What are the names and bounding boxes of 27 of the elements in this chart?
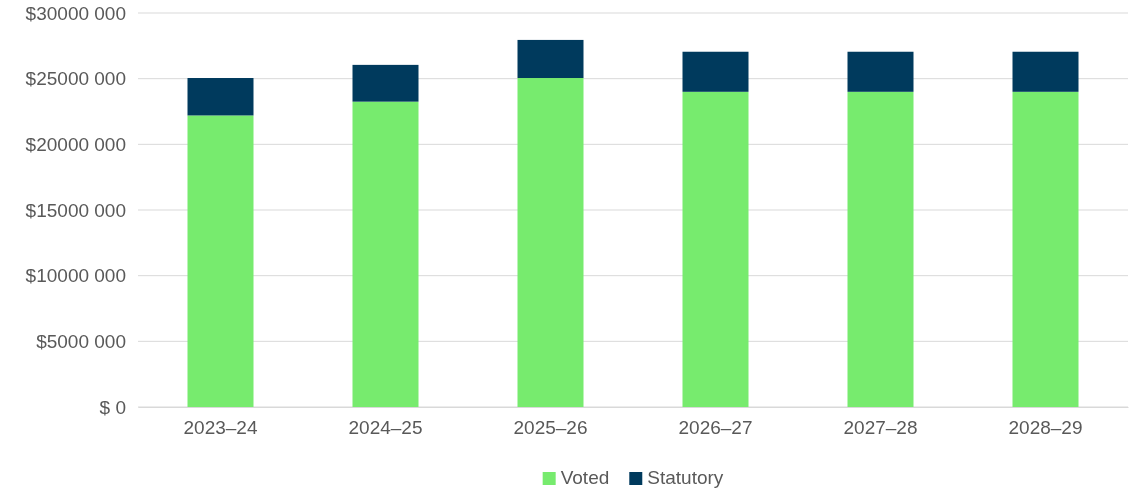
y-tick-label: $15000 000 [25,199,126,221]
bar [517,39,584,79]
legend-label: Voted [560,467,610,488]
bar [517,78,584,407]
legend-label: Statutory [647,467,724,488]
x-tick-label: 2025–26 [513,417,588,439]
bar [1012,91,1079,407]
y-tick-label: $5000 000 [36,330,126,352]
x-tick-label: 2027–28 [843,417,918,439]
bar [187,78,254,116]
y-tick-label: $30000 000 [25,2,126,24]
x-tick-label: 2026–27 [678,417,753,439]
x-tick-label: 2028–29 [1008,417,1083,439]
bar [352,64,419,102]
x-tick-label: 2023–24 [183,417,258,439]
bar [1012,51,1079,92]
y-tick-label: $ 0 [99,396,126,418]
y-tick-label: $20000 000 [25,133,126,155]
bar [847,91,914,407]
bar [847,51,914,92]
bar [682,51,749,92]
bar [682,91,749,407]
y-tick-label: $10000 000 [25,265,126,287]
y-tick-label: $25000 000 [25,68,126,90]
bar [187,115,254,407]
x-tick-label: 2024–25 [348,417,423,439]
bar [352,101,419,407]
